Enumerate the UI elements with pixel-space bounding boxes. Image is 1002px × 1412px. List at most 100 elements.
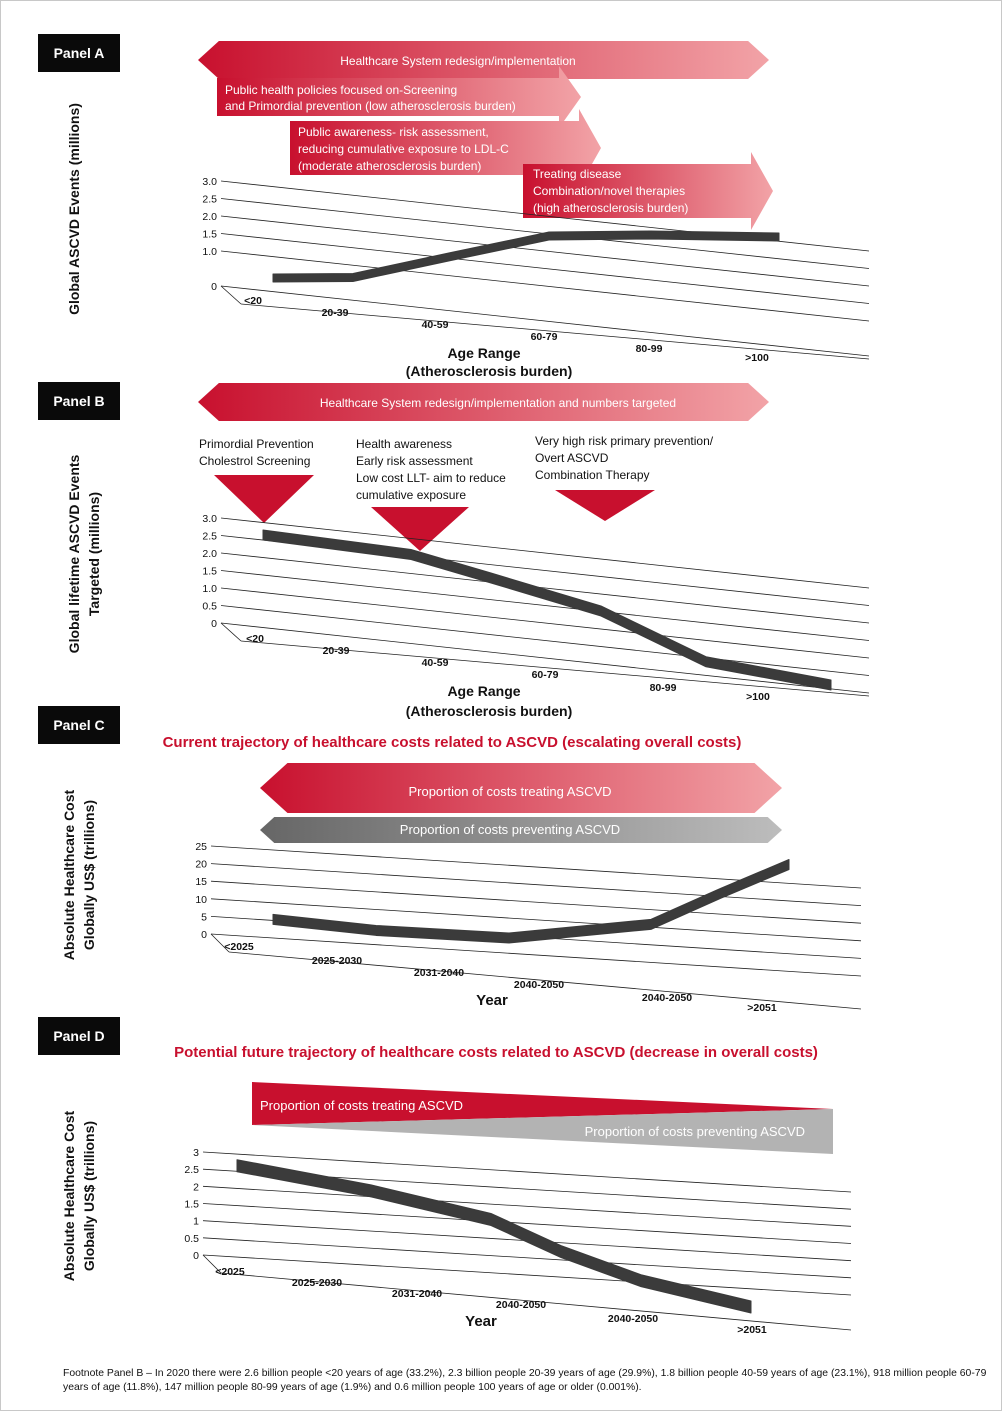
x-axis-title: Year bbox=[476, 992, 508, 1009]
x-tick-label: <20 bbox=[246, 633, 264, 645]
gridline bbox=[211, 881, 861, 923]
intervention-label: Early risk assessment bbox=[356, 454, 473, 468]
intervention-label: Very high risk primary prevention/ bbox=[535, 434, 714, 448]
y-tick-label: 5 bbox=[201, 911, 207, 923]
x-tick-label: <20 bbox=[244, 295, 262, 307]
x-tick-label: <2025 bbox=[215, 1266, 245, 1278]
data-ribbon bbox=[273, 231, 779, 282]
x-axis-title: Age Range bbox=[447, 345, 520, 361]
x-tick-label: >100 bbox=[745, 352, 769, 364]
axis-edge bbox=[221, 623, 241, 641]
y-tick-label: 1 bbox=[193, 1216, 199, 1228]
intervention-label: Primordial Prevention bbox=[199, 437, 314, 451]
y-tick-label: 3.0 bbox=[202, 176, 217, 188]
x-tick-label: 2031-2040 bbox=[392, 1288, 442, 1300]
chart-title: Current trajectory of healthcare costs r… bbox=[163, 734, 742, 751]
intervention-label: Combination Therapy bbox=[535, 468, 650, 482]
data-ribbon bbox=[237, 1160, 751, 1313]
x-tick-label: >2051 bbox=[737, 1324, 767, 1336]
y-tick-label: 20 bbox=[195, 859, 207, 871]
intervention-marker bbox=[555, 490, 655, 521]
x-tick-label: 2025-2030 bbox=[312, 955, 362, 967]
gridline bbox=[211, 846, 861, 888]
y-tick-label: 25 bbox=[195, 841, 207, 853]
x-axis-title: (Atherosclerosis burden) bbox=[406, 363, 572, 379]
x-axis-title: Year bbox=[465, 1313, 497, 1330]
band-label: reducing cumulative exposure to LDL-C bbox=[298, 142, 509, 156]
intervention-marker bbox=[371, 507, 469, 551]
gridline bbox=[221, 623, 869, 693]
panel-label: Panel A bbox=[54, 45, 105, 61]
y-tick-label: 1.0 bbox=[202, 583, 217, 595]
x-tick-label: >2051 bbox=[747, 1002, 777, 1014]
y-tick-label: 2.5 bbox=[202, 194, 217, 206]
x-axis-title: (Atherosclerosis burden) bbox=[406, 703, 572, 719]
intervention-label: Health awareness bbox=[356, 437, 452, 451]
y-tick-label: 2.5 bbox=[202, 531, 217, 543]
x-tick-label: 40-59 bbox=[422, 657, 449, 669]
gridline bbox=[203, 1186, 851, 1226]
panel-label: Panel B bbox=[53, 393, 104, 409]
axis-edge bbox=[221, 286, 241, 304]
y-axis-title: Absolute Healthcare Cost bbox=[61, 1110, 77, 1281]
gridline bbox=[221, 553, 869, 623]
intervention-label: Cholestrol Screening bbox=[199, 454, 310, 468]
x-tick-label: 2040-2050 bbox=[496, 1299, 546, 1311]
x-tick-label: 2025-2030 bbox=[292, 1277, 342, 1289]
band-label: (high atherosclerosis burden) bbox=[533, 201, 688, 215]
panel-label: Panel D bbox=[53, 1028, 104, 1044]
gridline bbox=[221, 606, 869, 676]
band-label: and Primordial prevention (low atheroscl… bbox=[225, 99, 516, 113]
x-tick-label: 20-39 bbox=[322, 307, 349, 319]
chart-title: Potential future trajectory of healthcar… bbox=[174, 1044, 818, 1061]
band-label: (moderate atherosclerosis burden) bbox=[298, 159, 481, 173]
band-label: Proportion of costs treating ASCVD bbox=[408, 784, 611, 799]
y-tick-label: 0 bbox=[193, 1250, 199, 1262]
y-axis-title: Absolute Healthcare Cost bbox=[61, 789, 77, 960]
band-label: Proportion of costs preventing ASCVD bbox=[400, 822, 620, 837]
x-tick-label: 60-79 bbox=[532, 669, 559, 681]
x-tick-label: 2040-2050 bbox=[514, 979, 564, 991]
y-tick-label: 0.5 bbox=[202, 601, 217, 613]
x-tick-label: >100 bbox=[746, 691, 770, 703]
band-label: Treating disease bbox=[533, 167, 622, 181]
x-axis-title: Age Range bbox=[447, 683, 520, 699]
band-label: Healthcare System redesign/implementatio… bbox=[340, 54, 575, 68]
y-tick-label: 1.0 bbox=[202, 246, 217, 258]
intervention-label: Overt ASCVD bbox=[535, 451, 609, 465]
band-label: Public health policies focused on-Screen… bbox=[225, 83, 457, 97]
y-tick-label: 0 bbox=[211, 618, 217, 630]
y-tick-label: 0 bbox=[211, 281, 217, 293]
y-axis-title: Global ASCVD Events (millions) bbox=[66, 103, 82, 315]
x-tick-label: <2025 bbox=[224, 941, 254, 953]
x-tick-label: 20-39 bbox=[323, 645, 350, 657]
band-label: Public awareness- risk assessment, bbox=[298, 125, 489, 139]
y-tick-label: 2.5 bbox=[184, 1164, 199, 1176]
y-axis-title: Globally US$ (trillions) bbox=[81, 800, 97, 950]
y-axis-title: Targeted (millions) bbox=[86, 492, 102, 616]
y-tick-label: 1.5 bbox=[202, 229, 217, 241]
y-tick-label: 2.0 bbox=[202, 211, 217, 223]
footnote: Footnote Panel B – In 2020 there were 2.… bbox=[63, 1367, 993, 1395]
band-label: Healthcare System redesign/implementatio… bbox=[320, 396, 676, 410]
y-tick-label: 0.5 bbox=[184, 1233, 199, 1245]
intervention-label: Low cost LLT- aim to reduce bbox=[356, 471, 506, 485]
band-label: Proportion of costs preventing ASCVD bbox=[585, 1124, 805, 1139]
intervention-marker bbox=[214, 475, 314, 523]
gridline bbox=[221, 234, 869, 304]
y-tick-label: 10 bbox=[195, 894, 207, 906]
x-tick-label: 2031-2040 bbox=[414, 967, 464, 979]
x-tick-label: 40-59 bbox=[422, 319, 449, 331]
y-tick-label: 2 bbox=[193, 1181, 199, 1193]
gridline bbox=[203, 1255, 851, 1295]
y-tick-label: 1.5 bbox=[202, 566, 217, 578]
y-tick-label: 3.0 bbox=[202, 513, 217, 525]
y-axis-title: Globally US$ (trillions) bbox=[81, 1121, 97, 1271]
y-tick-label: 1.5 bbox=[184, 1199, 199, 1211]
x-tick-label: 80-99 bbox=[650, 682, 677, 694]
data-ribbon bbox=[273, 859, 789, 942]
gridline bbox=[221, 571, 869, 641]
x-tick-label: 2040-2050 bbox=[608, 1313, 658, 1325]
